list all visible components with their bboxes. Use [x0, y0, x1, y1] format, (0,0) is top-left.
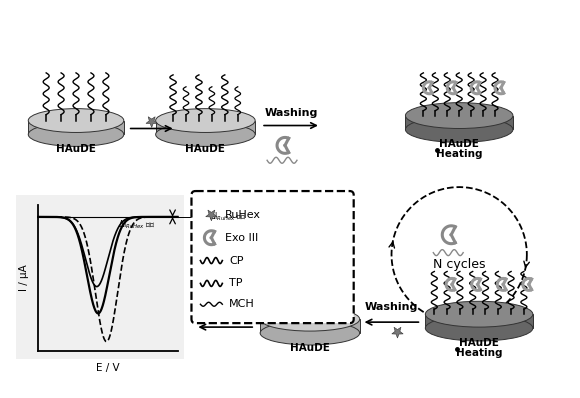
Text: HAuDE: HAuDE	[56, 144, 96, 154]
Text: ΔI$_{RuHex}$ 低温: ΔI$_{RuHex}$ 低温	[118, 219, 155, 231]
Polygon shape	[146, 117, 157, 127]
Text: HAuDE: HAuDE	[459, 338, 499, 348]
Ellipse shape	[405, 103, 513, 129]
Ellipse shape	[28, 123, 124, 146]
Text: Exo III: Exo III	[225, 233, 259, 243]
Text: N cycles: N cycles	[433, 258, 485, 271]
Ellipse shape	[425, 301, 533, 327]
Text: Heating: Heating	[436, 149, 483, 159]
Text: RuHex: RuHex	[225, 210, 262, 220]
Text: Washing: Washing	[365, 302, 418, 312]
Ellipse shape	[155, 123, 255, 146]
Text: HAuDE: HAuDE	[290, 343, 330, 353]
Text: Washing: Washing	[264, 107, 318, 117]
Text: CP: CP	[229, 256, 244, 265]
FancyBboxPatch shape	[191, 191, 354, 323]
Text: HAuDE: HAuDE	[186, 144, 226, 154]
Polygon shape	[206, 210, 217, 221]
Text: Heating: Heating	[456, 348, 502, 358]
Bar	[16, 195, 183, 359]
Polygon shape	[155, 121, 255, 135]
Polygon shape	[28, 121, 124, 135]
Text: ΔI$_{RuHex}$ 高温: ΔI$_{RuHex}$ 高温	[209, 211, 247, 223]
Polygon shape	[392, 327, 403, 338]
Ellipse shape	[28, 109, 124, 133]
Text: MCH: MCH	[229, 299, 255, 309]
Ellipse shape	[425, 315, 533, 341]
Polygon shape	[425, 314, 533, 328]
Polygon shape	[260, 319, 360, 333]
Ellipse shape	[260, 321, 360, 345]
Text: TP: TP	[229, 279, 243, 289]
Ellipse shape	[405, 117, 513, 142]
Text: HAuDE: HAuDE	[439, 139, 479, 149]
Text: E / V: E / V	[96, 363, 119, 373]
Polygon shape	[405, 115, 513, 129]
Text: I / μA: I / μA	[19, 265, 29, 291]
Ellipse shape	[260, 307, 360, 331]
Ellipse shape	[155, 109, 255, 133]
